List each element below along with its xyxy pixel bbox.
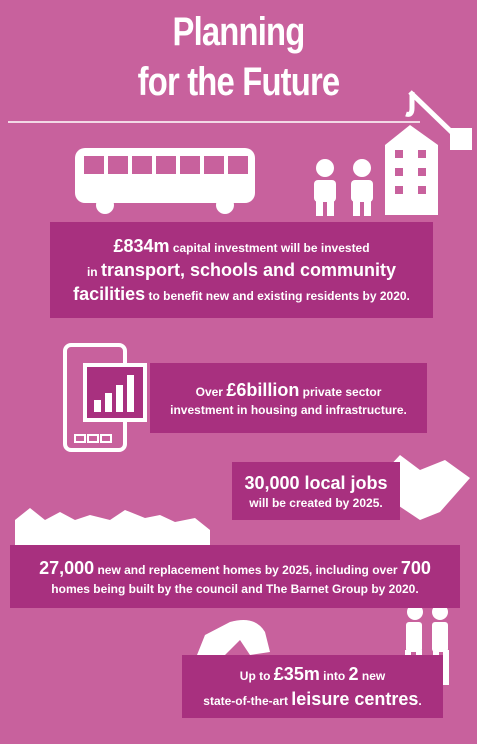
children-icon bbox=[314, 159, 373, 216]
fact-line: in transport, schools and community bbox=[87, 258, 396, 282]
body-text: state-of-the-art bbox=[203, 693, 292, 708]
body-text: new and replacement homes by 2025, inclu… bbox=[94, 563, 401, 578]
fact-line: investment in housing and infrastructure… bbox=[170, 402, 407, 418]
fact-line: Up to £35m into 2 new bbox=[240, 662, 385, 686]
title-line: for the Future bbox=[137, 60, 341, 104]
fact-line: Over £6billion private sector bbox=[196, 378, 382, 402]
highlight-text: leisure centres bbox=[291, 688, 419, 709]
fact-line: will be created by 2025. bbox=[249, 495, 382, 511]
tablet-icon bbox=[63, 343, 147, 452]
body-text: capital investment will be invested bbox=[169, 240, 370, 255]
highlight-text: transport, schools and community bbox=[100, 259, 397, 280]
body-text: in bbox=[86, 264, 101, 279]
houses-icon bbox=[15, 508, 210, 545]
highlight-text: 27,000 bbox=[39, 558, 95, 579]
highlight-text: 2 bbox=[348, 664, 359, 685]
fact-box: Over £6billion private sector investment … bbox=[150, 363, 427, 433]
fact-line: state-of-the-art leisure centres. bbox=[203, 687, 421, 711]
crane-cab bbox=[450, 128, 472, 150]
fact-box: 30,000 local jobs will be created by 2025… bbox=[232, 462, 400, 520]
fact-box: 27,000 new and replacement homes by 2025… bbox=[10, 545, 460, 608]
body-text: Up to bbox=[239, 669, 274, 684]
body-text: . bbox=[418, 693, 422, 708]
fact-line: 30,000 local jobs bbox=[244, 471, 387, 495]
title-line: Planning bbox=[172, 10, 306, 54]
highlight-text: 700 bbox=[400, 558, 431, 579]
fact-box: Up to £35m into 2 new state-of-the-art le… bbox=[182, 655, 443, 718]
fact-line: 27,000 new and replacement homes by 2025… bbox=[39, 556, 431, 580]
body-text: investment in housing and infrastructure… bbox=[170, 403, 407, 418]
fact-line: £834m capital investment will be investe… bbox=[113, 234, 369, 258]
highlight-text: 30,000 local jobs bbox=[244, 472, 388, 493]
building-icon bbox=[385, 125, 438, 215]
swimmer-icon bbox=[195, 619, 270, 660]
body-text: into bbox=[319, 669, 349, 684]
fact-line: facilities to benefit new and existing r… bbox=[73, 282, 410, 306]
highlight-text: facilities bbox=[73, 284, 146, 305]
body-text: private sector bbox=[299, 384, 382, 399]
highlight-text: £35m bbox=[273, 664, 320, 685]
highlight-text: £6billion bbox=[226, 379, 300, 400]
bus-icon bbox=[75, 148, 255, 214]
body-text: homes being built by the council and The… bbox=[51, 581, 419, 596]
body-text: to benefit new and existing residents by… bbox=[145, 289, 410, 304]
body-text: will be created by 2025. bbox=[249, 496, 383, 511]
body-text: new bbox=[358, 669, 386, 684]
fact-line: homes being built by the council and The… bbox=[51, 581, 418, 597]
fact-box: £834m capital investment will be investe… bbox=[50, 222, 433, 318]
highlight-text: £834m bbox=[113, 235, 170, 256]
body-text: Over bbox=[195, 384, 227, 399]
